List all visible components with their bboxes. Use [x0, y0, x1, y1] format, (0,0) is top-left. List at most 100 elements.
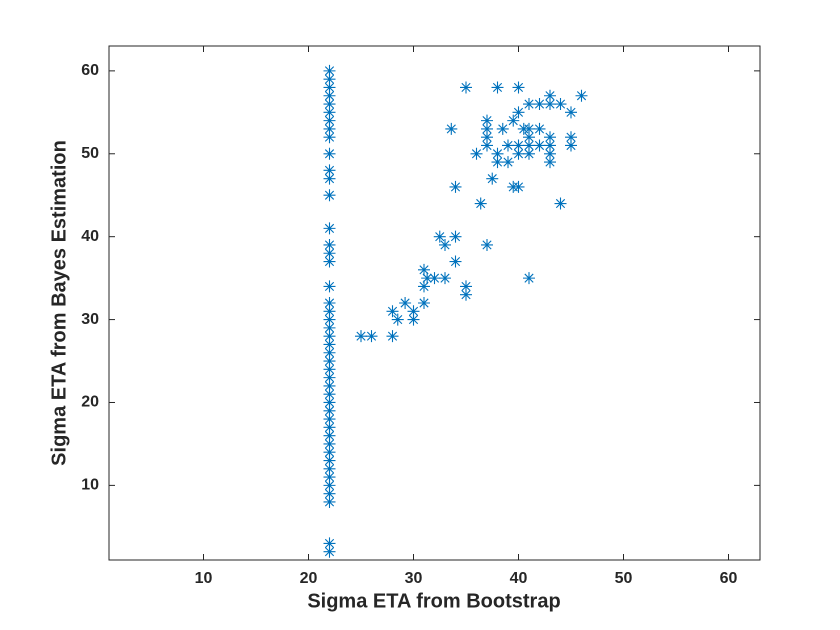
x-tick-label: 50 [615, 570, 633, 587]
point [460, 280, 472, 293]
point [533, 122, 546, 135]
point [523, 139, 535, 152]
point [449, 255, 462, 268]
point [323, 114, 336, 127]
point [502, 139, 514, 152]
point [502, 156, 514, 169]
point [523, 272, 535, 285]
point [481, 122, 493, 135]
point [323, 189, 336, 202]
point [323, 388, 336, 401]
x-tick-label: 20 [300, 570, 318, 587]
point [386, 330, 399, 343]
point [323, 330, 336, 343]
point [565, 139, 577, 152]
point [523, 147, 535, 160]
point [544, 147, 556, 160]
point [323, 487, 336, 500]
point [512, 81, 525, 94]
point [323, 89, 336, 102]
point [323, 297, 336, 309]
point [407, 313, 420, 326]
point [481, 238, 493, 251]
x-tick-label: 30 [405, 570, 423, 587]
point [470, 147, 483, 160]
plot-area [108, 45, 761, 561]
point [323, 122, 336, 135]
x-tick-label: 10 [195, 570, 213, 587]
point [323, 247, 336, 260]
point [323, 305, 336, 318]
point [323, 545, 336, 558]
point [418, 263, 430, 276]
point [323, 429, 336, 442]
point [323, 404, 336, 417]
point [323, 537, 336, 550]
point [323, 355, 336, 368]
point [523, 122, 535, 135]
point [323, 413, 336, 426]
point [544, 131, 556, 144]
point [323, 164, 336, 177]
point [565, 106, 577, 119]
point [323, 255, 336, 268]
point [512, 147, 525, 160]
point [323, 471, 336, 484]
point [474, 197, 487, 210]
point [481, 139, 493, 152]
point [323, 222, 336, 235]
point [355, 330, 367, 343]
point [323, 379, 336, 392]
y-tick-label: 10 [81, 477, 99, 494]
point [512, 139, 525, 152]
point [544, 89, 556, 102]
point [533, 98, 546, 111]
point [365, 330, 378, 343]
point [507, 114, 520, 127]
point [512, 180, 525, 193]
point [449, 230, 462, 243]
point [323, 346, 336, 359]
point [544, 139, 556, 152]
point [439, 272, 451, 285]
point [439, 238, 451, 251]
point [407, 305, 420, 318]
y-tick-label: 20 [81, 394, 99, 411]
point [418, 297, 430, 309]
point [323, 437, 336, 450]
point [575, 89, 588, 102]
y-tick-label: 40 [81, 228, 99, 245]
point [544, 156, 556, 169]
point [323, 147, 336, 160]
point [323, 479, 336, 492]
y-axis-label: Sigma ETA from Bayes Estimation [48, 140, 70, 466]
point [323, 396, 336, 409]
y-tick-label: 60 [81, 62, 99, 79]
point [418, 280, 430, 293]
point [323, 238, 336, 251]
point [323, 64, 336, 77]
point [323, 131, 336, 144]
x-tick-label: 40 [510, 570, 528, 587]
point [491, 156, 504, 169]
point [449, 180, 462, 193]
y-tick-label: 50 [81, 145, 99, 162]
point [399, 297, 412, 309]
point [491, 147, 504, 160]
point [523, 98, 535, 111]
point [323, 454, 336, 467]
point [421, 272, 434, 285]
point [323, 462, 336, 475]
y-tick-label: 30 [81, 311, 99, 328]
point [554, 197, 567, 210]
point [323, 371, 336, 384]
point [428, 272, 441, 285]
point [460, 81, 472, 94]
point [523, 131, 535, 144]
point [323, 421, 336, 434]
point [323, 321, 336, 334]
point [512, 106, 525, 119]
point [391, 313, 404, 326]
point [433, 230, 446, 243]
